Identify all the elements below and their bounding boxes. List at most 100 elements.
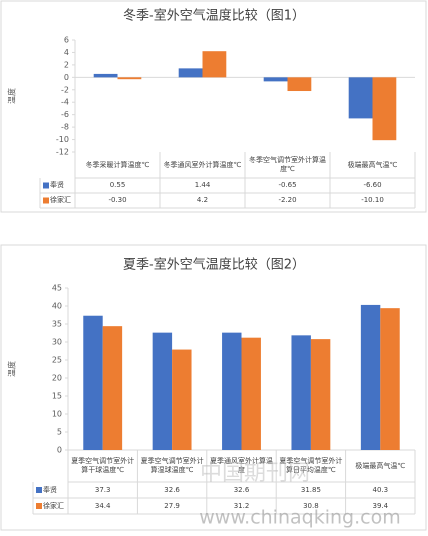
bar bbox=[117, 77, 142, 80]
table-value-box: 32.6 bbox=[233, 485, 250, 494]
legend-label: 奉贤 bbox=[43, 485, 57, 494]
legend-swatch bbox=[36, 503, 42, 509]
table-value-box: -6.60 bbox=[363, 181, 382, 189]
y-tick-label: 6 bbox=[64, 36, 69, 45]
category-label: 极端最高气温℃ bbox=[355, 461, 406, 470]
table-value: 37.3 bbox=[94, 485, 111, 494]
bar bbox=[360, 304, 381, 450]
category-label: 冬季通风室外计算温度℃ bbox=[163, 160, 242, 169]
legend-swatch bbox=[43, 197, 49, 204]
table-value: 40.3 bbox=[372, 485, 389, 494]
table-value-box: 30.8 bbox=[303, 501, 319, 510]
table-value: 30.8 bbox=[303, 501, 319, 510]
y-tick-label: 15 bbox=[52, 392, 62, 401]
table-value: 31.85 bbox=[300, 485, 321, 494]
y-tick-label: -4 bbox=[61, 98, 69, 107]
y-tick-label: 20 bbox=[52, 374, 62, 383]
table-value-box: -0.65 bbox=[278, 181, 297, 189]
bar bbox=[287, 77, 312, 92]
category-label-box: 冬季空气调节室外计算温度℃ bbox=[249, 156, 326, 173]
table-value: 32.6 bbox=[164, 485, 180, 494]
table-value: -0.65 bbox=[278, 181, 297, 189]
bar bbox=[348, 77, 373, 119]
y-tick-label: -6 bbox=[61, 110, 69, 119]
table-value-box: 31.2 bbox=[233, 501, 250, 510]
category-label: 夏季空气调节室外计算日平均温度℃ bbox=[279, 457, 343, 474]
table-value-box: 1.44 bbox=[194, 181, 211, 189]
table-value-box: -0.30 bbox=[108, 196, 127, 204]
y-tick-label: -12 bbox=[56, 148, 69, 157]
category-label: 冬季采暖计算温度℃ bbox=[85, 160, 150, 169]
category-label: 夏季通风室外计算温度 bbox=[209, 457, 273, 474]
y-tick-label: 45 bbox=[52, 284, 62, 293]
bar bbox=[372, 77, 397, 141]
bar bbox=[380, 308, 400, 450]
category-label-box: 极端最高气温℃ bbox=[355, 461, 406, 470]
legend-swatch bbox=[36, 487, 42, 493]
table-value: 4.2 bbox=[196, 196, 209, 204]
y-axis-label: 温度 bbox=[7, 361, 17, 377]
category-label-box: 夏季空气调节室外计算湿球温度℃ bbox=[140, 457, 204, 474]
table-value-box: 4.2 bbox=[196, 196, 209, 204]
table-value-box: -2.20 bbox=[278, 196, 296, 204]
table-value-box: 31.85 bbox=[300, 485, 321, 494]
legend-label-box: 奉贤 bbox=[43, 485, 57, 494]
bar bbox=[102, 326, 123, 450]
table-value: 34.4 bbox=[94, 501, 111, 510]
bar bbox=[152, 332, 173, 450]
y-tick-label: 25 bbox=[52, 356, 62, 365]
table-value: 1.44 bbox=[194, 181, 211, 189]
bar bbox=[202, 51, 227, 78]
legend-label-box: 奉贤 bbox=[50, 181, 64, 189]
table-value-box: 34.4 bbox=[94, 501, 111, 510]
category-label: 冬季空气调节室外计算温度℃ bbox=[249, 156, 326, 173]
legend-label-box: 徐家汇 bbox=[43, 501, 64, 510]
table-value-box: -10.10 bbox=[361, 196, 384, 204]
category-label-box: 夏季通风室外计算温度 bbox=[209, 457, 273, 474]
bar bbox=[93, 73, 118, 78]
bar bbox=[83, 315, 103, 450]
chart-title: 夏季-室外空气温度比较（图2） bbox=[123, 257, 305, 273]
table-value-box: 40.3 bbox=[372, 485, 389, 494]
table-value-box: 0.55 bbox=[109, 181, 126, 189]
category-label-box: 冬季通风室外计算温度℃ bbox=[163, 160, 242, 169]
y-axis-label: 温度 bbox=[7, 88, 17, 104]
y-tick-label: -2 bbox=[61, 85, 69, 94]
category-label-box: 极端最高气温℃ bbox=[347, 160, 398, 169]
legend-label-box: 徐家汇 bbox=[50, 196, 71, 204]
chart-title: 冬季-室外空气温度比较（图1） bbox=[123, 8, 305, 24]
legend-label: 徐家汇 bbox=[50, 196, 71, 204]
watermark: 中国期刊网 bbox=[200, 461, 310, 486]
bar bbox=[178, 68, 203, 78]
table-value: 31.2 bbox=[233, 501, 250, 510]
y-tick-label: 10 bbox=[52, 410, 62, 419]
table-value: 39.4 bbox=[372, 501, 389, 510]
category-label: 夏季空气调节室外计算湿球温度℃ bbox=[140, 457, 204, 474]
legend-label: 徐家汇 bbox=[43, 501, 64, 510]
y-tick-label: -8 bbox=[61, 123, 69, 132]
y-tick-label: 40 bbox=[52, 302, 62, 311]
y-tick-label: 0 bbox=[64, 73, 69, 82]
table-value: -0.30 bbox=[108, 196, 127, 204]
category-label-box: 夏季空气调节室外计算日平均温度℃ bbox=[279, 457, 343, 474]
table-value: -6.60 bbox=[363, 181, 382, 189]
table-value-box: 32.6 bbox=[164, 485, 180, 494]
category-label-box: 夏季空气调节室外计算干球温度℃ bbox=[71, 457, 134, 474]
y-tick-label: 4 bbox=[64, 48, 69, 57]
y-tick-label: 35 bbox=[52, 320, 62, 329]
category-label: 极端最高气温℃ bbox=[347, 160, 398, 169]
table-value-box: 39.4 bbox=[372, 501, 389, 510]
legend-swatch bbox=[43, 182, 49, 189]
category-label-box: 冬季采暖计算温度℃ bbox=[85, 160, 150, 169]
bar bbox=[291, 335, 311, 450]
table-value: 0.55 bbox=[109, 181, 126, 189]
table-value: 32.6 bbox=[233, 485, 250, 494]
y-tick-label: 5 bbox=[57, 428, 62, 437]
watermark: www.chinaqking.com bbox=[199, 507, 400, 529]
table-value: -10.10 bbox=[361, 196, 384, 204]
bar bbox=[172, 349, 192, 450]
y-tick-label: -10 bbox=[56, 135, 69, 144]
table-value-box: 37.3 bbox=[94, 485, 111, 494]
bar bbox=[241, 337, 261, 450]
